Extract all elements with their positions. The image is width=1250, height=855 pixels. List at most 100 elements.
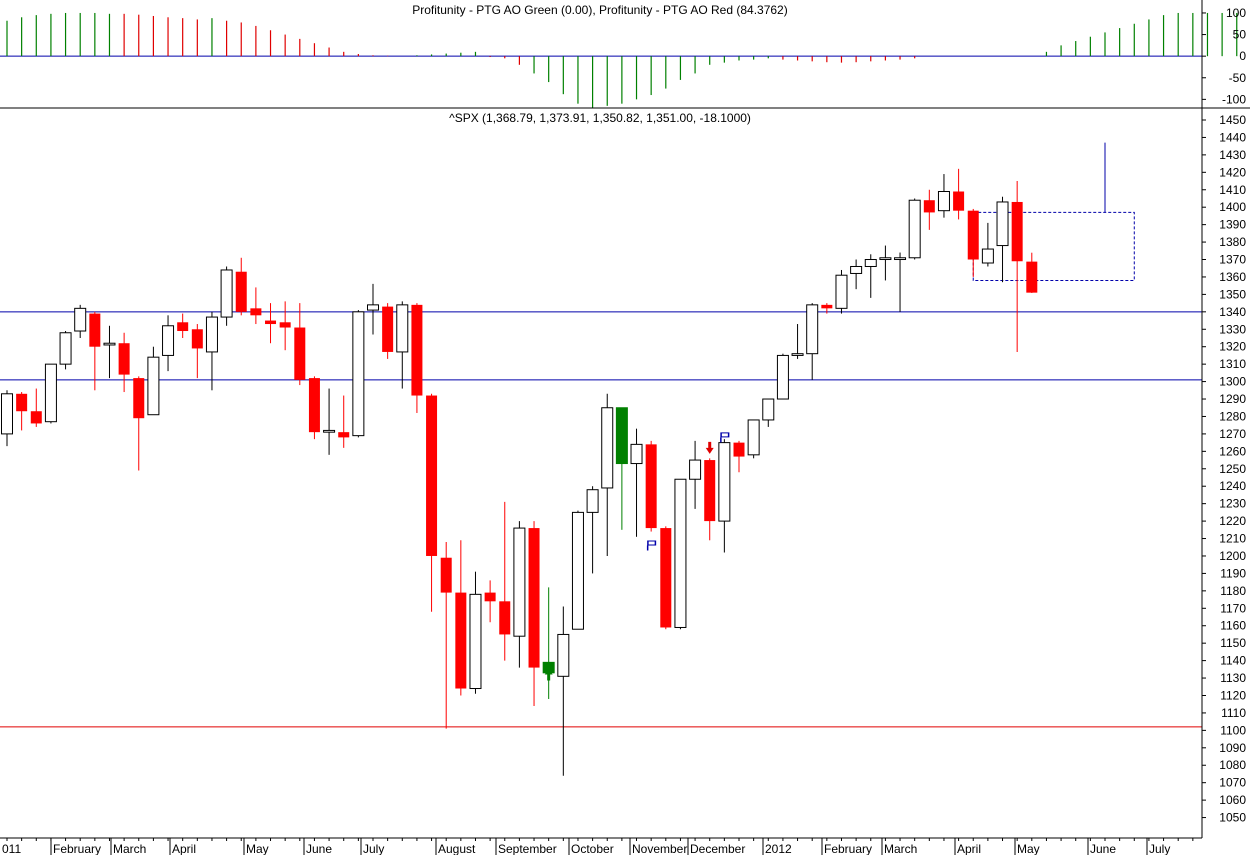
candle-body [908, 199, 921, 259]
candle-body [89, 313, 101, 347]
candle-body [601, 407, 614, 489]
price-y-tick-label: 1440 [1219, 130, 1246, 144]
x-month-label: July [363, 842, 384, 855]
price-y-tick-label: 1140 [1220, 654, 1246, 668]
candle-body [571, 511, 584, 630]
candle-body [645, 444, 657, 529]
price-y-tick-label: 1380 [1219, 235, 1246, 249]
candle-body [615, 407, 628, 465]
price-y-tick-label: 1210 [1219, 532, 1246, 546]
price-y-tick-label: 1340 [1219, 305, 1246, 319]
candle-body [265, 320, 277, 325]
price-y-tick-label: 1320 [1219, 340, 1246, 354]
price-y-tick-label: 1090 [1219, 741, 1246, 755]
ao-y-tick-label: -50 [1229, 71, 1247, 85]
price-y-tick-label: 1450 [1219, 113, 1246, 127]
x-month-label: March [113, 842, 146, 855]
projection-box [972, 211, 1135, 281]
candle-body [323, 429, 336, 433]
price-y-tick-label: 1310 [1219, 357, 1246, 371]
candle-body [762, 398, 775, 421]
candle-body [806, 304, 819, 355]
candle-body [967, 210, 979, 260]
x-month-label: June [306, 842, 332, 855]
ao-y-tick-label: 0 [1239, 49, 1246, 63]
candle-body [513, 527, 526, 637]
candle-body [30, 411, 42, 424]
candle-body [981, 248, 994, 264]
price-y-tick-label: 1390 [1219, 218, 1246, 232]
candle-body [1011, 201, 1023, 262]
price-y-tick-label: 1330 [1219, 322, 1246, 336]
ao-y-tick-label: 50 [1233, 28, 1247, 42]
price-y-tick-label: 1070 [1219, 776, 1246, 790]
price-y-tick-label: 1420 [1219, 165, 1246, 179]
candle-body [674, 478, 687, 628]
candle-body [103, 342, 116, 346]
price-y-tick-label: 1100 [1220, 723, 1246, 737]
candle-body [953, 191, 965, 211]
x-month-label: February [824, 842, 872, 855]
candle-body [704, 460, 716, 522]
price-y-tick-label: 1400 [1219, 200, 1246, 214]
candle-body [528, 528, 540, 668]
price-y-tick-label: 1150 [1220, 636, 1246, 650]
candle-body [894, 257, 907, 261]
price-y-tick-label: 1160 [1220, 619, 1246, 633]
candle-body [733, 442, 745, 457]
price-y-tick-label: 1060 [1219, 793, 1246, 807]
x-month-label: April [172, 842, 196, 855]
candle-body [44, 363, 57, 423]
candle-body [864, 259, 877, 267]
candle-body [367, 304, 379, 311]
price-y-tick-label: 1170 [1220, 601, 1246, 615]
x-month-label: December [690, 842, 745, 855]
candle-body [205, 316, 218, 353]
price-y-tick-label: 1200 [1219, 549, 1246, 563]
candle-body [469, 593, 482, 690]
x-month-label: June [1090, 842, 1116, 855]
candle-body [630, 443, 643, 465]
candle-body [162, 325, 175, 356]
price-y-tick-label: 1180 [1220, 584, 1246, 598]
price-y-tick-label: 1130 [1220, 671, 1246, 685]
price-y-tick-label: 1370 [1219, 253, 1246, 267]
candle-body [16, 393, 28, 412]
ao-oscillator-panel: 100 50 0 -50 -100 [0, 0, 1250, 109]
price-y-tick-label: 1220 [1219, 514, 1246, 528]
candle-body [747, 419, 760, 456]
down-arrow-signal-icon [705, 441, 714, 454]
candle-body [426, 395, 438, 556]
candle-body [147, 356, 160, 416]
price-y-tick-label: 1430 [1219, 148, 1246, 162]
candle-body [499, 601, 511, 635]
x-month-label: April [957, 842, 981, 855]
x-month-label: March [884, 842, 917, 855]
candle-body [396, 304, 409, 353]
price-y-tick-label: 1270 [1219, 427, 1246, 441]
candle-body [689, 459, 702, 480]
candle-body [382, 306, 394, 352]
candle-body [411, 304, 423, 396]
candle-body [821, 304, 833, 309]
candle-body [791, 353, 804, 356]
candle-body [220, 269, 233, 318]
candle-body [338, 432, 350, 438]
fractal-flag-inner [721, 433, 728, 437]
candle-body [308, 378, 320, 433]
price-y-tick-label: 1290 [1219, 392, 1246, 406]
candle-body [455, 592, 467, 689]
ao-panel-title: Profitunity - PTG AO Green (0.00), Profi… [412, 3, 787, 17]
price-y-tick-label: 1230 [1219, 497, 1246, 511]
candle-body [59, 332, 72, 365]
candle-body [118, 343, 130, 375]
candle-body [850, 265, 863, 274]
x-month-label: November [632, 842, 687, 855]
x-month-label: July [1149, 842, 1170, 855]
candle-body [660, 528, 672, 628]
price-y-tick-label: 1240 [1219, 479, 1246, 493]
ao-y-tick-label: 100 [1226, 6, 1246, 20]
candle-body [557, 633, 570, 677]
x-month-label: 011 [2, 842, 21, 855]
